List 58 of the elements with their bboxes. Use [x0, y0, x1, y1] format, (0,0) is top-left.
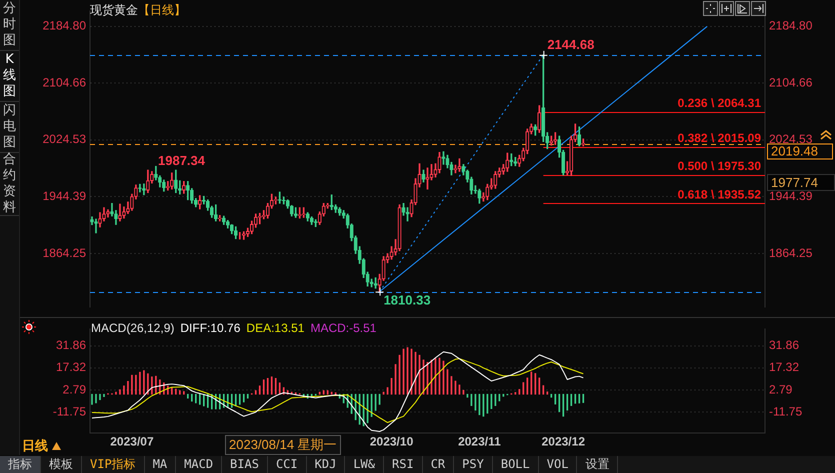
text: 指标 [0, 456, 41, 473]
text: 模板 [41, 456, 82, 473]
ref-line-label: 2019.48 [771, 144, 818, 159]
y2-tick-label: 1944.39 [769, 188, 813, 203]
x-tick-label: 2023/07 [110, 434, 154, 449]
text: BOLL [492, 456, 539, 473]
x-tick-label: 2023/10 [370, 434, 414, 449]
text: KDJ [306, 456, 346, 473]
text: VOL [538, 456, 578, 473]
y-tick-label: 17.32 [56, 360, 86, 374]
text: VIP指标 [82, 456, 145, 473]
text: 闪电图 [2, 103, 16, 151]
y-tick-label: 2024.53 [42, 132, 86, 146]
y-tick-label: 2.79 [62, 382, 86, 396]
x-tick-label: 2023/11 [458, 434, 502, 449]
text: MA [144, 456, 176, 473]
text: BIAS [222, 456, 268, 473]
y-tick-label: -11.75 [52, 404, 86, 418]
y2-tick-label: 2.79 [769, 382, 793, 396]
y-tick-label: 1864.25 [42, 246, 86, 260]
text: PSY [454, 456, 493, 473]
ref-line-label: 2144.68 [547, 36, 594, 52]
y2-tick-label: 31.86 [769, 338, 800, 352]
y2-tick-label: -11.75 [769, 404, 802, 418]
text: 分时图 [2, 1, 16, 49]
text: CCI [268, 456, 307, 473]
chart-subtitle: 【日线】 [138, 3, 186, 17]
text: LW& [345, 456, 384, 473]
text: 日线 [22, 438, 48, 455]
y2-tick-label: 2024.53 [769, 132, 813, 146]
text: 2023/08/14 星期一 [225, 435, 341, 455]
text: CR [422, 456, 454, 473]
chart-title: 现货黄金 [90, 3, 138, 17]
text: DEA:13.51 [246, 321, 304, 335]
ref-line-label: 0.236 \ 2064.31 [678, 96, 762, 110]
y2-tick-label: 2104.66 [769, 75, 813, 90]
text: RSI [384, 456, 423, 473]
text: DIFF:10.76 [180, 321, 240, 335]
y2-tick-label: 17.32 [769, 360, 800, 374]
text: K线图 [2, 52, 16, 100]
y2-tick-label: 2184.80 [769, 18, 813, 33]
y-tick-label: 2104.66 [42, 75, 86, 90]
y2-tick-label: 1864.25 [769, 246, 813, 260]
y-tick-label: 1944.39 [42, 188, 86, 203]
text: 设置 [577, 456, 618, 473]
ref-line-label: 0.382 \ 2015.09 [678, 130, 762, 145]
text: 合约资料 [2, 152, 16, 216]
ref-line-label: 0.500 \ 1975.30 [678, 159, 762, 174]
annotation: 1987.34 [158, 153, 205, 168]
y-tick-label: 2184.80 [42, 18, 86, 33]
x-tick-label: 2023/12 [542, 434, 586, 449]
y-tick-label: 31.86 [56, 338, 86, 352]
text: MACD:-5.51 [310, 321, 376, 335]
text: MACD [176, 456, 222, 473]
ref-line-label: 1810.33 [384, 292, 431, 308]
chart-title: MACD(26,12,9) [91, 321, 174, 335]
text: 1977.74 [767, 174, 835, 191]
ref-line-label: 0.618 \ 1935.52 [678, 187, 762, 202]
